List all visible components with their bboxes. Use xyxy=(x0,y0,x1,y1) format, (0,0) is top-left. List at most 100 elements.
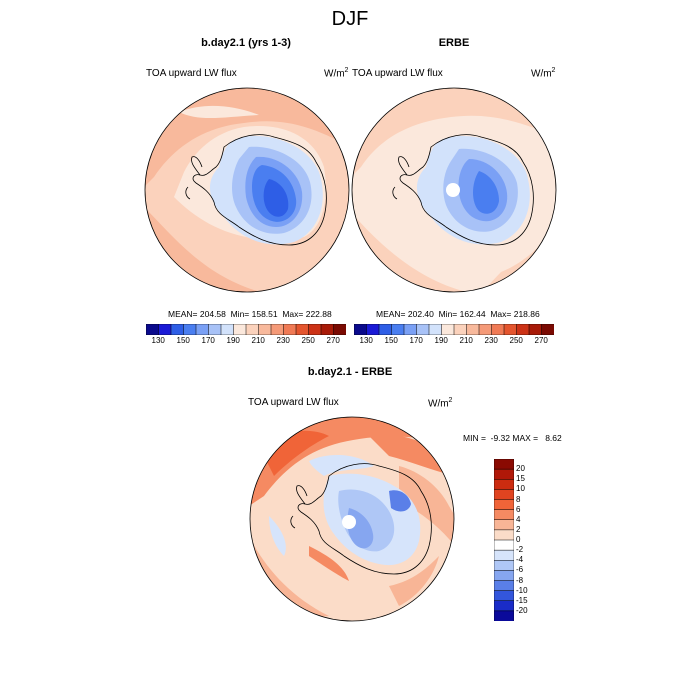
polar-map-model xyxy=(144,87,350,293)
colorbar-difference-swatch xyxy=(494,479,514,490)
colorbar-observed-labels: 130 150 170 190 210 230 250 270 xyxy=(354,336,554,348)
colorbar-observed-swatch xyxy=(541,323,555,336)
colorbar-observed-swatch xyxy=(516,323,530,336)
colorbar-difference xyxy=(494,459,514,621)
colorbar-model-swatch xyxy=(233,323,247,336)
colorbar-difference-tick-label: -15 xyxy=(516,595,528,605)
panel-2-variable: TOA upward LW flux xyxy=(352,68,443,79)
colorbar-model-swatch xyxy=(220,323,235,336)
colorbar-observed-swatch xyxy=(528,323,543,336)
colorbar-model-swatch xyxy=(308,323,322,336)
colorbar-difference-tick-label: 10 xyxy=(516,484,525,494)
panel-3-title: b.day2.1 - ERBE xyxy=(307,366,393,378)
colorbar-model-swatch xyxy=(320,323,335,336)
colorbar-observed xyxy=(353,322,555,340)
colorbar-model xyxy=(145,322,347,340)
colorbar-difference-swatch xyxy=(494,580,514,592)
colorbar-observed-swatch xyxy=(466,323,480,336)
colorbar-model-swatch xyxy=(283,323,297,336)
colorbar-model-tick-label: 250 xyxy=(301,336,315,345)
colorbar-model-tick-label: 130 xyxy=(151,336,165,345)
colorbar-observed-tick-label: 230 xyxy=(484,336,498,345)
colorbar-difference-swatch xyxy=(494,519,514,531)
colorbar-difference-tick-label: 15 xyxy=(516,474,525,484)
colorbar-model-labels: 130 150 170 190 210 230 250 270 xyxy=(146,336,346,348)
colorbar-difference-swatch xyxy=(494,459,514,470)
panel-1-units: W/m2 xyxy=(324,67,349,80)
colorbar-difference-tick-label: 2 xyxy=(516,524,521,534)
colorbar-observed-swatch xyxy=(491,323,505,336)
colorbar-difference-tick-label: -2 xyxy=(516,545,524,555)
colorbar-difference-tick-label: -4 xyxy=(516,555,524,565)
colorbar-model-swatch xyxy=(295,323,310,336)
colorbar-model-tick-label: 210 xyxy=(251,336,265,345)
colorbar-observed-tick-label: 190 xyxy=(434,336,448,345)
colorbar-observed-swatch xyxy=(353,323,368,336)
colorbar-model-swatch xyxy=(145,323,160,336)
colorbar-observed-swatch xyxy=(391,323,405,336)
panel-2-units: W/m2 xyxy=(531,67,556,80)
panel-3-stats: MIN = -9.32 MAX = 8.62 xyxy=(463,433,562,443)
colorbar-difference-swatch xyxy=(494,560,514,571)
colorbar-model-swatch xyxy=(183,323,197,336)
colorbar-model-tick-label: 170 xyxy=(201,336,215,345)
colorbar-difference-tick-label: -6 xyxy=(516,565,524,575)
colorbar-observed-tick-label: 210 xyxy=(459,336,473,345)
colorbar-observed-tick-label: 130 xyxy=(359,336,373,345)
colorbar-model-tick-label: 270 xyxy=(326,336,340,345)
colorbar-difference-swatch xyxy=(494,549,514,561)
colorbar-observed-tick-label: 270 xyxy=(534,336,548,345)
panel-3-units: W/m2 xyxy=(428,397,453,410)
colorbar-difference-tick-label: 20 xyxy=(516,464,525,474)
colorbar-model-tick-label: 150 xyxy=(176,336,190,345)
colorbar-observed-swatch xyxy=(416,323,430,336)
colorbar-observed-tick-label: 250 xyxy=(509,336,523,345)
colorbar-difference-swatch xyxy=(494,570,514,582)
colorbar-observed-swatch xyxy=(453,323,468,336)
colorbar-observed-swatch xyxy=(366,323,380,336)
colorbar-difference-tick-label: -10 xyxy=(516,585,528,595)
colorbar-observed-tick-label: 170 xyxy=(409,336,423,345)
polar-map-difference xyxy=(249,416,455,622)
colorbar-difference-swatch xyxy=(494,489,514,501)
colorbar-model-tick-label: 190 xyxy=(226,336,240,345)
colorbar-observed-swatch xyxy=(428,323,443,336)
colorbar-observed-swatch xyxy=(478,323,493,336)
colorbar-model-swatch xyxy=(333,323,347,336)
colorbar-model-swatch xyxy=(270,323,285,336)
panel-2-stats: MEAN= 202.40 Min= 162.44 Max= 218.86 xyxy=(376,309,540,319)
colorbar-difference-tick-label: -20 xyxy=(516,605,528,615)
colorbar-difference-swatch xyxy=(494,529,514,541)
main-title: DJF xyxy=(331,8,369,30)
colorbar-observed-tick-label: 150 xyxy=(384,336,398,345)
colorbar-observed-swatches xyxy=(353,323,555,336)
colorbar-difference-swatch xyxy=(494,610,514,621)
colorbar-model-swatch xyxy=(258,323,272,336)
colorbar-observed-swatch xyxy=(503,323,518,336)
colorbar-difference-swatch xyxy=(494,600,514,612)
colorbar-observed-swatch xyxy=(403,323,418,336)
colorbar-model-swatch xyxy=(245,323,260,336)
colorbar-model-swatches xyxy=(145,323,347,336)
colorbar-model-swatch xyxy=(208,323,222,336)
panel-1-stats: MEAN= 204.58 Min= 158.51 Max= 222.88 xyxy=(168,309,332,319)
colorbar-difference-swatch xyxy=(494,539,514,551)
colorbar-model-swatch xyxy=(158,323,172,336)
colorbar-observed-swatch xyxy=(441,323,455,336)
colorbar-model-swatch xyxy=(195,323,210,336)
colorbar-difference-swatch xyxy=(494,468,514,480)
colorbar-difference-tick-label: 8 xyxy=(516,494,521,504)
panel-1-variable: TOA upward LW flux xyxy=(146,68,237,79)
colorbar-model-swatch xyxy=(170,323,185,336)
colorbar-difference-tick-label: 4 xyxy=(516,514,521,524)
colorbar-difference-labels: 20 15 10 8 6 4 2 0 -2 -4 -6 -8 -10 -15 -20 xyxy=(516,459,546,621)
panel-1-title: b.day2.1 (yrs 1-3) xyxy=(201,37,291,49)
colorbar-difference-swatch xyxy=(494,509,514,521)
colorbar-model-tick-label: 230 xyxy=(276,336,290,345)
colorbar-difference-tick-label: 6 xyxy=(516,504,521,514)
panel-2-title: ERBE xyxy=(438,37,470,49)
panel-3-variable: TOA upward LW flux xyxy=(248,397,339,408)
colorbar-difference-tick-label: -8 xyxy=(516,575,524,585)
colorbar-difference-swatch xyxy=(494,499,514,511)
colorbar-difference-tick-label: 0 xyxy=(516,535,521,544)
